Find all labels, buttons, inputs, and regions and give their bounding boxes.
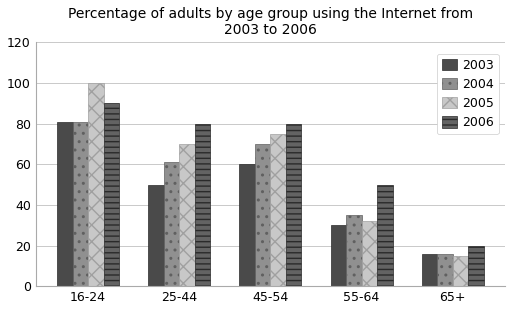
Bar (437, 254, 453, 286)
Bar (148, 185, 164, 286)
Bar (361, 221, 377, 286)
Bar (103, 103, 119, 286)
Bar (179, 144, 195, 286)
Bar (164, 162, 179, 286)
Bar (240, 164, 255, 286)
Bar (468, 246, 484, 286)
Bar (377, 185, 393, 286)
Bar (422, 254, 437, 286)
Bar (346, 215, 361, 286)
Bar (255, 144, 270, 286)
Bar (195, 124, 210, 286)
Title: Percentage of adults by age group using the Internet from
2003 to 2006: Percentage of adults by age group using … (68, 7, 473, 37)
Bar (88, 83, 103, 286)
Bar (331, 225, 346, 286)
Bar (57, 122, 73, 286)
Bar (73, 122, 88, 286)
Bar (453, 256, 468, 286)
Bar (270, 134, 286, 286)
Bar (286, 124, 302, 286)
Legend: 2003, 2004, 2005, 2006: 2003, 2004, 2005, 2006 (437, 53, 499, 134)
